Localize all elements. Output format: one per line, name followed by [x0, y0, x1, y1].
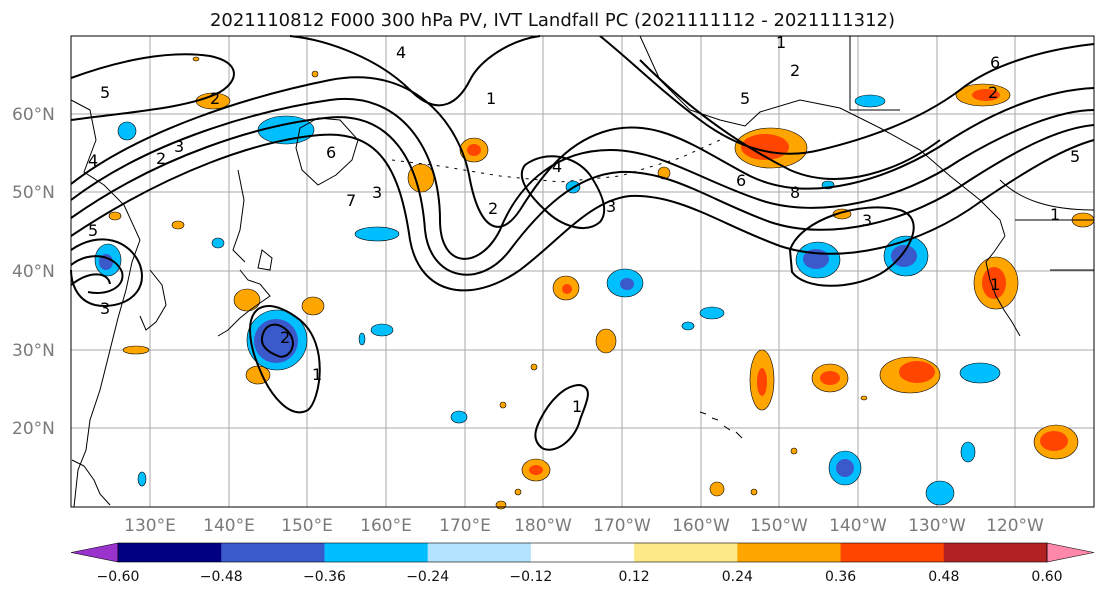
- colorbar-tick-label: 0.48: [928, 569, 959, 585]
- lat-label-50n: 50°N: [12, 183, 55, 203]
- pv-label: 6: [326, 143, 336, 162]
- lon-label-170w: 170°W: [593, 516, 651, 536]
- pv-label: 1: [312, 365, 322, 384]
- lon-label-140e: 140°E: [203, 516, 255, 536]
- colorbar-extension-low: [70, 542, 119, 563]
- pv-label: 3: [174, 137, 184, 156]
- pv-contour-labels: 2 1 1 2 3 4 2 3 5 4 3 5 2 4 6 7 3 1 1 2 …: [88, 33, 1080, 416]
- pv-label: 1: [990, 275, 1000, 294]
- colorbar-tick-label: 0.24: [722, 569, 753, 585]
- pv-label: 1: [1050, 205, 1060, 224]
- pv-label: 7: [346, 191, 356, 210]
- colorbar-segment: [737, 543, 842, 562]
- colorbar-tick-label: −0.60: [97, 569, 140, 585]
- lat-label-20n: 20°N: [12, 419, 55, 439]
- ivt-shading: [94, 56, 1095, 510]
- map-title: 2021110812 F000 300 hPa PV, IVT Landfall…: [209, 10, 896, 31]
- pv-label: 2: [488, 199, 498, 218]
- colorbar-tick-label: 0.60: [1031, 569, 1062, 585]
- colorbar-segment: [840, 543, 945, 562]
- pv-label: 3: [862, 211, 872, 230]
- pv-label: 3: [606, 197, 616, 216]
- gridlines: [71, 36, 1094, 507]
- pv-label: 4: [396, 43, 406, 62]
- lon-label-120w: 120°W: [986, 516, 1044, 536]
- lat-label-60n: 60°N: [12, 105, 55, 125]
- colorbar-segment: [634, 543, 738, 562]
- colorbar-tick-label: −0.48: [200, 569, 243, 585]
- colorbar-tick-label: −0.24: [406, 569, 449, 585]
- colorbar-tick-label: −0.12: [509, 569, 552, 585]
- colorbar-segment: [221, 543, 325, 562]
- pv-label: 5: [100, 83, 110, 102]
- colorbar-segment: [118, 543, 222, 562]
- lon-label-140w: 140°W: [829, 516, 887, 536]
- colorbar-tick-label: 0.36: [825, 569, 856, 585]
- pv-label: 8: [790, 183, 800, 202]
- pv-label: 4: [552, 157, 562, 176]
- pv-label: 2: [790, 61, 800, 80]
- colorbar-segment: [427, 543, 532, 562]
- lon-label-130w: 130°W: [908, 516, 966, 536]
- pv-label: 2: [156, 149, 166, 168]
- lon-label-170e: 170°E: [439, 516, 491, 536]
- pv-label: 5: [1070, 147, 1080, 166]
- lat-label-40n: 40°N: [12, 262, 55, 282]
- pv-label: 4: [88, 151, 98, 170]
- lon-label-150w: 150°W: [750, 516, 808, 536]
- colorbar-segment: [530, 543, 635, 562]
- pv-label: 1: [776, 33, 786, 52]
- colorbar-segment: [943, 543, 1048, 562]
- colorbar-tick-label: −0.36: [303, 569, 346, 585]
- colorbar: −0.60 −0.48 −0.36 −0.24 −0.12 0.12 0.24 0.36 0.4…: [70, 542, 1095, 585]
- pv-label: 5: [88, 221, 98, 240]
- pv-label: 1: [572, 397, 582, 416]
- pv-label: 1: [486, 89, 496, 108]
- latitude-labels: 20°N 30°N 40°N 50°N 60°N: [12, 105, 55, 439]
- lat-label-30n: 30°N: [12, 341, 55, 361]
- pv-label: 6: [990, 53, 1000, 72]
- pv-label: 6: [736, 171, 746, 190]
- pv-label: 3: [372, 183, 382, 202]
- pv-label: 2: [988, 83, 998, 102]
- map-frame: [70, 35, 1095, 508]
- longitude-labels: 130°E 140°E 150°E 160°E 170°E 180°W 170°…: [124, 516, 1044, 536]
- pv-label: 2: [280, 328, 290, 347]
- pv-label: 2: [210, 89, 220, 108]
- lon-label-180w: 180°W: [514, 516, 572, 536]
- colorbar-tick-label: 0.12: [619, 569, 650, 585]
- coastlines: [70, 35, 1094, 508]
- colorbar-segment: [324, 543, 429, 562]
- lon-label-150e: 150°E: [281, 516, 333, 536]
- pv-label: 5: [740, 89, 750, 108]
- colorbar-outline: [117, 542, 1048, 563]
- lon-label-160e: 160°E: [360, 516, 412, 536]
- pv-label: 3: [100, 299, 110, 318]
- lon-label-160w: 160°W: [672, 516, 730, 536]
- lon-label-130e: 130°E: [124, 516, 176, 536]
- colorbar-extension-high: [1046, 542, 1095, 563]
- pv-contours: [70, 35, 1095, 451]
